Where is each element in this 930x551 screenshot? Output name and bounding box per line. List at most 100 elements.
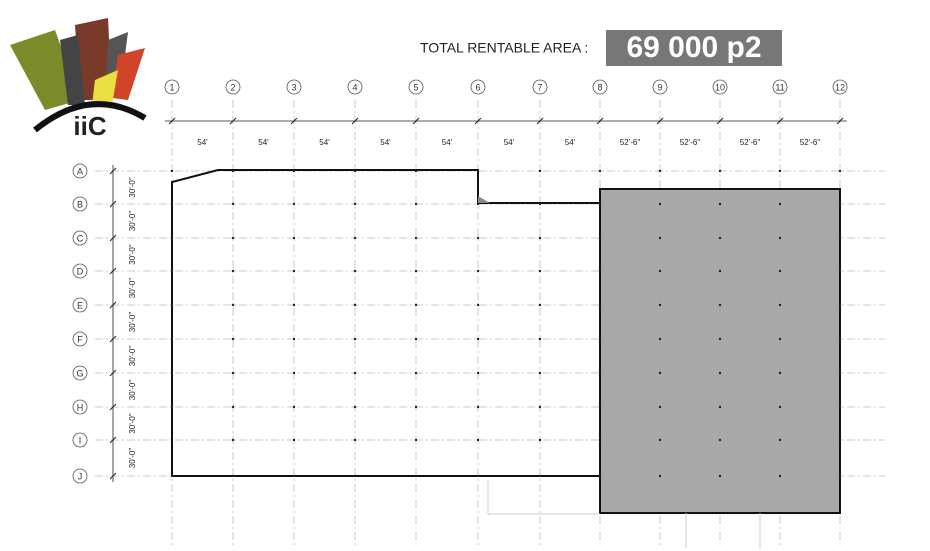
grid-dot (170, 303, 174, 307)
grid-dot (538, 337, 542, 341)
grid-dot (231, 405, 235, 409)
grid-dot (838, 474, 842, 478)
grid-dot (718, 236, 722, 240)
grid-dot (538, 202, 542, 206)
grid-dot (838, 202, 842, 206)
row-label: C (77, 233, 84, 243)
dim-tick (474, 117, 482, 125)
row-label: A (77, 166, 83, 176)
grid-dot (414, 438, 418, 442)
grid-dot (476, 202, 480, 206)
shaded-area (599, 188, 841, 514)
grid-dot (170, 202, 174, 206)
grid-dot (598, 269, 602, 273)
grid-dot (718, 169, 722, 173)
grid-dot (231, 474, 235, 478)
grid-dot (353, 371, 357, 375)
grid-dot (778, 236, 782, 240)
grid-dot (292, 337, 296, 341)
grid-dot (778, 202, 782, 206)
row-dim: 30'-0" (128, 244, 137, 265)
grid-dot (598, 474, 602, 478)
grid-dot (778, 438, 782, 442)
grid-dot (658, 169, 662, 173)
row-label: D (77, 266, 84, 276)
dim-tick (656, 117, 664, 125)
grid-dot (414, 269, 418, 273)
grid-dot (476, 405, 480, 409)
building-outline (171, 169, 600, 476)
grid-dot (598, 405, 602, 409)
column-bubble (832, 79, 848, 95)
grid-dot (170, 236, 174, 240)
column-label: 12 (835, 82, 845, 92)
row-bubble (72, 331, 88, 347)
column-label: 2 (230, 82, 235, 92)
dim-tick (716, 117, 724, 125)
row-bubble (72, 163, 88, 179)
grid-dot (353, 303, 357, 307)
grid-dot (353, 269, 357, 273)
grid-dot (231, 438, 235, 442)
grid-dot (292, 269, 296, 273)
dim-tick (596, 117, 604, 125)
grid-dot (476, 269, 480, 273)
column-label: 7 (537, 82, 542, 92)
column-bubble (470, 79, 486, 95)
area-box (606, 30, 782, 66)
grid-dot (838, 269, 842, 273)
column-bubble (347, 79, 363, 95)
grid-dot (231, 303, 235, 307)
grid-dot (778, 371, 782, 375)
grid-dot (538, 474, 542, 478)
grid-dot (292, 303, 296, 307)
grid-dot (838, 303, 842, 307)
grid-dot (476, 371, 480, 375)
grid-dot (476, 303, 480, 307)
column-label: 5 (413, 82, 418, 92)
grid-dot (476, 236, 480, 240)
column-dim: 52'-6" (800, 138, 821, 147)
column-bubble (408, 79, 424, 95)
dim-tick (536, 117, 544, 125)
column-bubble (772, 79, 788, 95)
column-dim: 52'-6" (740, 138, 761, 147)
row-dim: 30'-0" (128, 346, 137, 367)
grid-dot (353, 474, 357, 478)
grid-dot (414, 405, 418, 409)
dim-tick (109, 472, 117, 480)
grid-dot (658, 371, 662, 375)
grid-dot (658, 236, 662, 240)
grid-dot (538, 236, 542, 240)
grid-dot (718, 337, 722, 341)
row-dim: 30'-0" (128, 380, 137, 401)
column-dim: 54' (504, 138, 515, 147)
grid-dot (778, 169, 782, 173)
row-dim: 30'-0" (128, 211, 137, 232)
column-dim: 54' (565, 138, 576, 147)
dim-tick (109, 403, 117, 411)
column-dim: 54' (258, 138, 269, 147)
dim-tick (229, 117, 237, 125)
logo: iiC (10, 18, 147, 141)
grid-dot (231, 337, 235, 341)
grid-dot (231, 202, 235, 206)
grid-dot (476, 474, 480, 478)
column-bubble (286, 79, 302, 95)
column-dim: 54' (197, 138, 208, 147)
column-dim: 54' (380, 138, 391, 147)
dim-tick (109, 301, 117, 309)
grid-dot (658, 269, 662, 273)
column-bubble (652, 79, 668, 95)
grid-dot (598, 337, 602, 341)
grid-dot (598, 202, 602, 206)
row-bubble (72, 263, 88, 279)
grid-dot (778, 337, 782, 341)
dim-tick (109, 369, 117, 377)
grid-dot (353, 337, 357, 341)
grid-dot (353, 202, 357, 206)
column-bubble (225, 79, 241, 95)
dim-tick (109, 436, 117, 444)
grid-dot (170, 371, 174, 375)
